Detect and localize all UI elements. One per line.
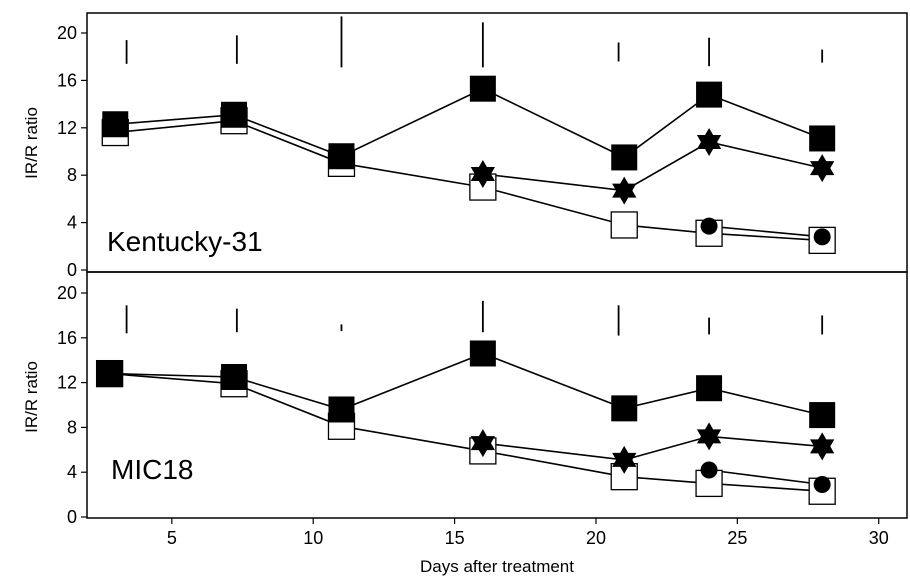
marker-star-kentucky — [470, 167, 495, 188]
y-tick-label-mic18: 4 — [67, 462, 77, 482]
marker-square-filled-mic18 — [96, 360, 123, 387]
x-tick-label: 30 — [869, 528, 889, 548]
y-tick-label-mic18: 0 — [67, 507, 77, 527]
y-tick-label-kentucky: 0 — [67, 260, 77, 280]
marker-square-filled-mic18 — [696, 375, 723, 402]
marker-square-filled-kentucky — [469, 75, 496, 102]
marker-circle-filled-mic18 — [700, 461, 718, 479]
x-tick-label: 15 — [445, 528, 465, 548]
marker-square-filled-mic18 — [328, 396, 355, 423]
series-line-circle-filled-kentucky — [709, 225, 823, 238]
y-axis-title-mic18: IR/R ratio — [22, 361, 41, 433]
y-tick-label-kentucky: 8 — [67, 165, 77, 185]
y-tick-label-mic18: 16 — [57, 328, 77, 348]
x-tick-label: 5 — [167, 528, 177, 548]
marker-star-kentucky — [810, 161, 835, 183]
marker-circle-filled-kentucky — [700, 217, 718, 235]
marker-star-mic18 — [810, 439, 835, 461]
marker-circle-filled-kentucky — [813, 228, 831, 246]
y-tick-label-kentucky: 16 — [57, 70, 77, 90]
panel-frame-mic18 — [86, 271, 908, 519]
cultivar-label-kentucky: Kentucky-31 — [107, 226, 263, 257]
series-line-star-mic18 — [482, 435, 823, 461]
series-line-circle-filled-mic18 — [708, 469, 823, 486]
marker-square-open-kentucky — [610, 211, 638, 239]
series-line-star-kentucky — [482, 141, 823, 192]
y-tick-label-mic18: 20 — [57, 283, 77, 303]
marker-star-mic18 — [470, 436, 495, 458]
y-tick-label-kentucky: 20 — [57, 23, 77, 43]
marker-circle-filled-mic18 — [813, 476, 831, 494]
y-tick-label-mic18: 8 — [67, 417, 77, 437]
marker-square-filled-kentucky — [328, 143, 355, 170]
chart-marks: 0 4 8 12 16 20 0 4 8 12 16 20 5 10 15 20 25 30 — [57, 16, 889, 548]
y-axis-title-kentucky: IR/R ratio — [22, 107, 41, 179]
marker-square-filled-kentucky — [221, 101, 248, 128]
y-tick-label-mic18: 12 — [57, 373, 77, 393]
marker-square-filled-mic18 — [809, 402, 836, 429]
x-axis-title: Days after treatment — [420, 557, 574, 576]
x-tick-label: 20 — [586, 528, 606, 548]
y-tick-label-kentucky: 12 — [57, 118, 77, 138]
x-tick-label: 25 — [727, 528, 747, 548]
marker-square-filled-mic18 — [469, 340, 496, 367]
marker-square-filled-kentucky — [102, 111, 129, 138]
marker-square-filled-kentucky — [809, 125, 836, 152]
y-tick-label-kentucky: 4 — [67, 213, 77, 233]
x-tick-label: 10 — [303, 528, 323, 548]
marker-square-filled-kentucky — [696, 81, 723, 108]
marker-star-kentucky — [612, 183, 637, 205]
marker-square-filled-kentucky — [611, 144, 638, 171]
cultivar-label-mic18: MIC18 — [111, 454, 193, 485]
marker-star-mic18 — [696, 429, 722, 451]
marker-square-filled-mic18 — [611, 395, 638, 422]
marker-star-mic18 — [612, 452, 637, 474]
marker-star-kentucky — [696, 135, 722, 156]
marker-square-filled-mic18 — [221, 364, 248, 390]
